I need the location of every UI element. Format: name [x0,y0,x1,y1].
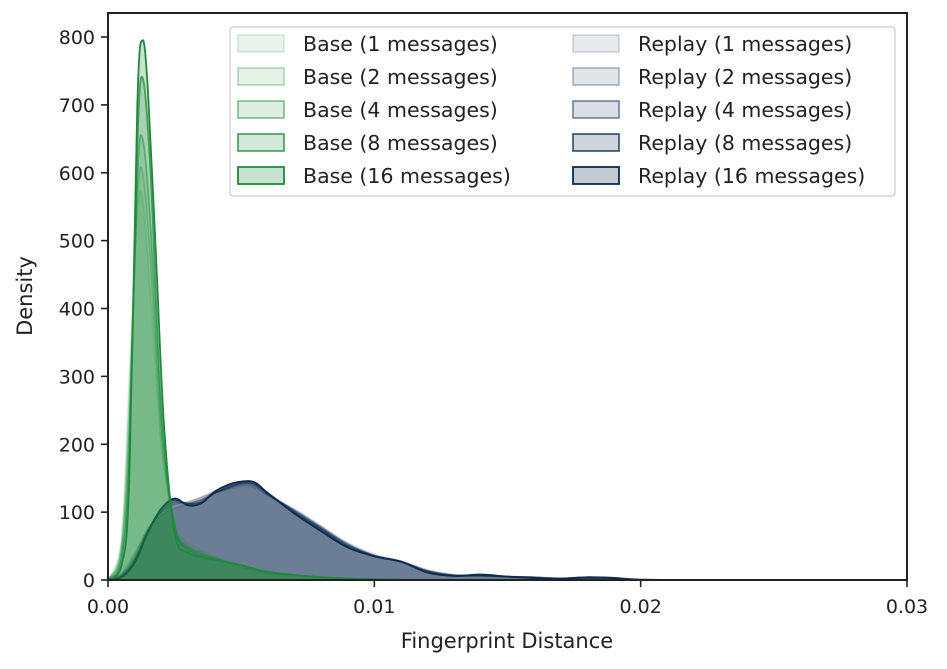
legend-label: Replay (4 messages) [638,98,852,122]
legend-frame [229,26,896,197]
legend-item: Base (4 messages) [237,98,498,122]
legend-label: Base (4 messages) [303,98,498,122]
y-tick-label: 700 [59,95,95,117]
series-area [108,482,641,580]
legend-swatch [572,166,620,185]
legend-item: Base (2 messages) [237,65,498,89]
y-tick-label: 800 [59,27,95,49]
series-area [108,190,428,580]
series-area [108,486,641,580]
legend-item: Replay (2 messages) [572,65,852,89]
legend-swatch [237,166,285,185]
legend-swatch [572,100,620,119]
y-tick-label: 300 [59,366,95,388]
legend-item: Replay (16 messages) [572,164,865,188]
series-area [108,481,668,580]
y-tick-label: 600 [59,163,95,185]
x-tick-label: 0.00 [87,596,129,618]
legend-label: Base (8 messages) [303,131,498,155]
legend-swatch [572,34,620,53]
legend-label: Replay (1 messages) [638,32,852,56]
x-tick-label: 0.02 [620,596,662,618]
legend-item: Base (8 messages) [237,131,498,155]
y-tick-label: 0 [83,570,95,592]
x-axis-label: Fingerprint Distance [401,629,613,653]
series-area [108,484,641,580]
series-area [108,76,428,580]
series-line [107,480,668,581]
series-replay-4 [107,480,668,581]
series-layer [107,39,668,581]
legend-label: Replay (16 messages) [638,164,865,188]
series-area [108,40,428,580]
series-area [108,166,428,580]
y-tick-label: 200 [59,434,95,456]
legend-item: Base (1 messages) [237,32,498,56]
legend-swatch [572,133,620,152]
legend-label: Base (1 messages) [303,32,498,56]
series-area [108,483,641,580]
legend-label: Replay (8 messages) [638,131,852,155]
legend-label: Replay (2 messages) [638,65,852,89]
y-tick-label: 100 [59,502,95,524]
legend-item: Replay (4 messages) [572,98,852,122]
x-tick-label: 0.03 [886,596,928,618]
x-axis: 0.00 0.01 0.02 0.03 [87,580,928,618]
legend-swatch [572,67,620,86]
series-line [107,39,428,581]
legend-label: Base (16 messages) [303,164,511,188]
legend-label: Base (2 messages) [303,65,498,89]
legend-item: Replay (8 messages) [572,131,852,155]
y-axis-label: Density [13,256,37,336]
series-base-9 [107,39,428,581]
legend-swatch [237,34,285,53]
legend-item: Replay (1 messages) [572,32,852,56]
legend-swatch [237,67,285,86]
legend-item: Base (16 messages) [237,164,511,188]
y-tick-label: 400 [59,299,95,321]
plot-frame [107,12,908,581]
legend-swatch [237,100,285,119]
legend-swatch [237,133,285,152]
y-axis: 0 100 200 300 400 500 600 700 800 [59,27,108,592]
legend: Base (1 messages) Base (2 messages) Base (… [229,26,896,197]
x-tick-label: 0.01 [353,596,395,618]
series-area [108,134,428,580]
y-tick-label: 500 [59,231,95,253]
